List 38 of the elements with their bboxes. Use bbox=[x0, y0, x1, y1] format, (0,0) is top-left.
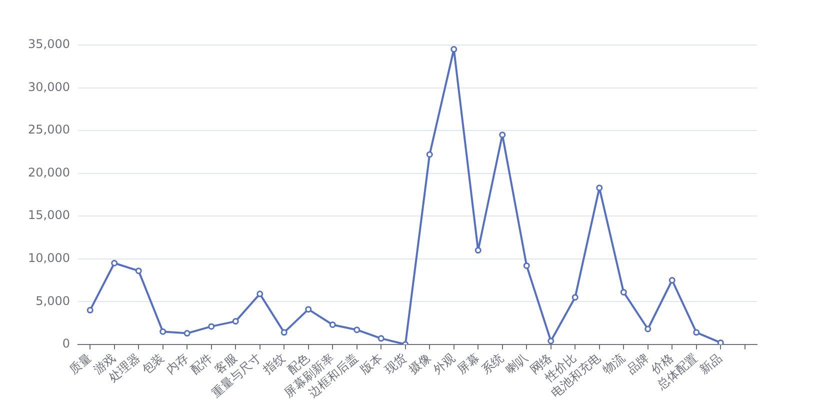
y-tick-label: 25,000 bbox=[28, 122, 70, 137]
point bbox=[474, 247, 482, 254]
point bbox=[305, 306, 312, 313]
point bbox=[256, 290, 264, 298]
point bbox=[135, 268, 142, 274]
point bbox=[644, 326, 652, 332]
point bbox=[208, 323, 215, 330]
x-tick-label: 质量 bbox=[66, 350, 94, 378]
point bbox=[329, 321, 336, 328]
x-tick-label: 物流 bbox=[600, 350, 628, 378]
point bbox=[86, 306, 94, 314]
x-tick-label: 指纹 bbox=[260, 350, 288, 378]
point bbox=[280, 329, 288, 336]
point bbox=[111, 260, 118, 266]
point bbox=[668, 276, 676, 284]
point bbox=[693, 329, 700, 336]
point bbox=[572, 294, 578, 301]
point bbox=[596, 184, 603, 192]
point bbox=[184, 330, 190, 337]
point bbox=[620, 288, 627, 296]
point bbox=[354, 326, 360, 334]
point bbox=[523, 262, 530, 269]
point bbox=[232, 318, 239, 325]
y-tick-label: 15,000 bbox=[28, 208, 70, 222]
point bbox=[378, 335, 384, 342]
y-tick-label: 20,000 bbox=[28, 165, 70, 180]
y-tick-label: 30,000 bbox=[28, 80, 70, 94]
point bbox=[450, 46, 458, 53]
y-tick-label: 35,000 bbox=[28, 37, 70, 52]
point bbox=[499, 132, 506, 138]
point bbox=[548, 338, 554, 344]
point bbox=[160, 328, 166, 335]
y-tick-label: 5,000 bbox=[36, 294, 70, 308]
y-tick-label: 0 bbox=[62, 336, 70, 351]
point bbox=[717, 339, 724, 344]
x-tick-label: 新品 bbox=[697, 350, 725, 378]
point bbox=[426, 151, 433, 158]
y-tick-label: 10,000 bbox=[28, 250, 70, 265]
